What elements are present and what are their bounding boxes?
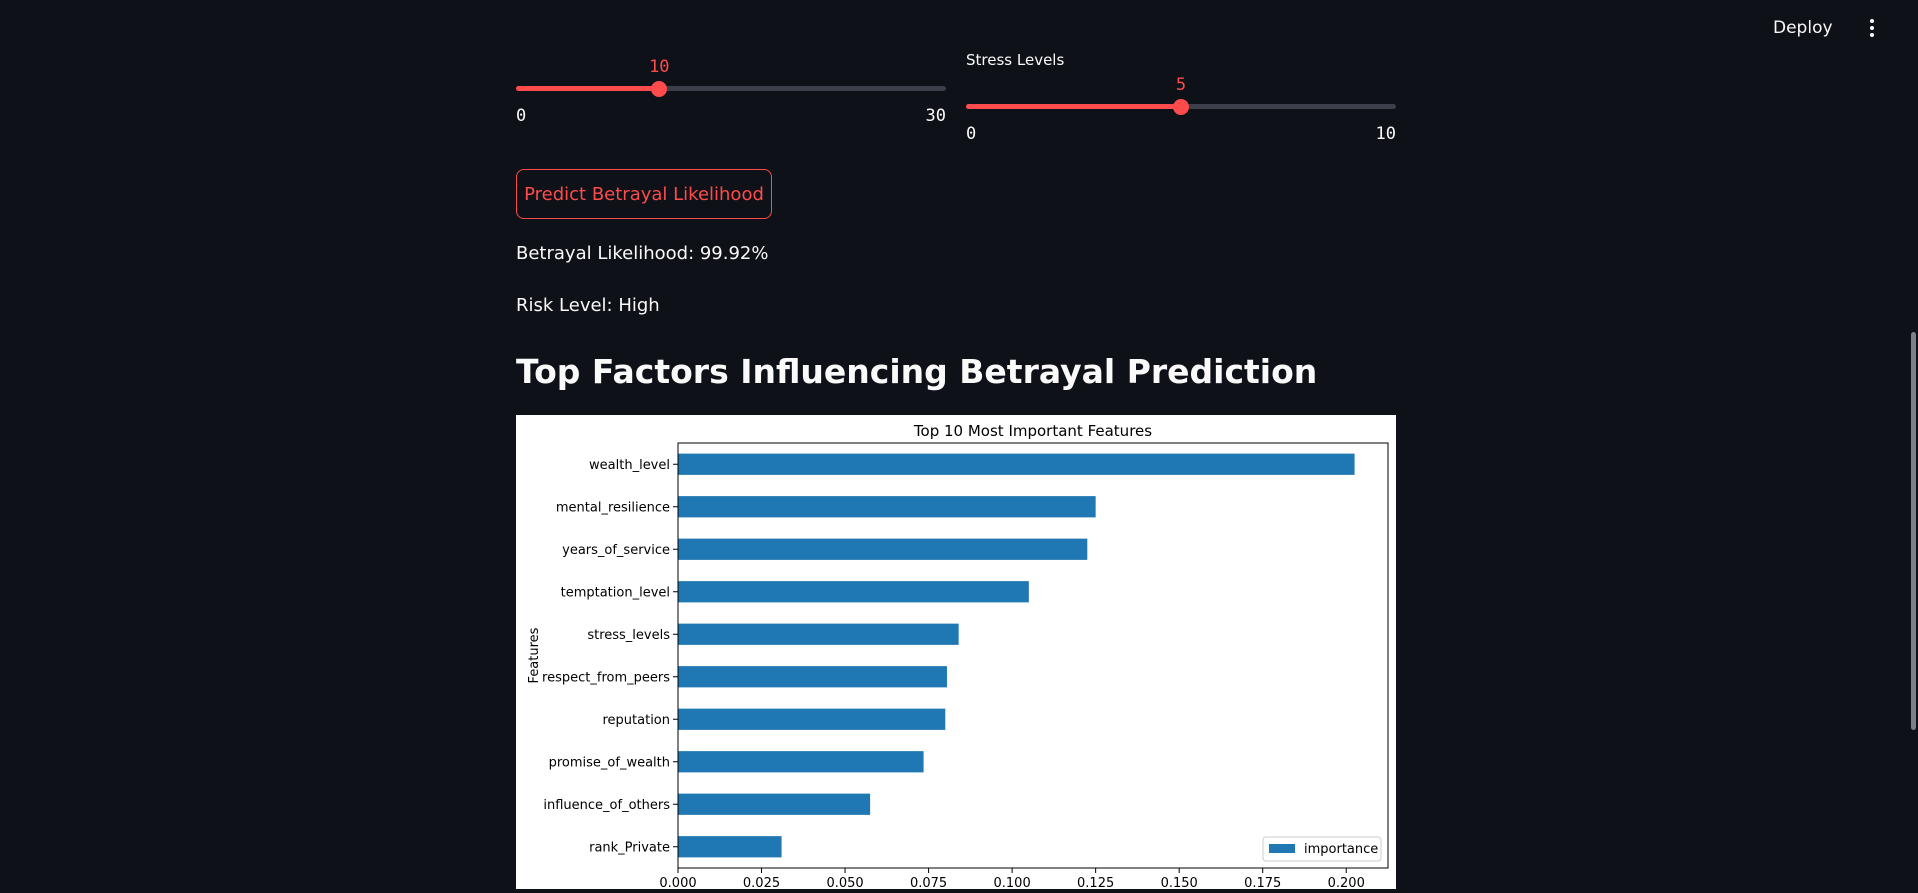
legend-label: importance: [1304, 842, 1378, 857]
slider-fill: [966, 104, 1181, 109]
slider-min: 0: [966, 124, 977, 144]
chart-bar: [678, 751, 924, 773]
x-tick-label: 0.175: [1244, 876, 1281, 889]
chart-bar: [678, 836, 782, 858]
chart-bar: [678, 666, 947, 688]
slider-value: 10: [649, 57, 670, 77]
chart-bar: [678, 581, 1029, 603]
section-heading: Top Factors Influencing Betrayal Predict…: [516, 352, 1318, 391]
risk-level-text: Risk Level: High: [516, 295, 660, 316]
chart-bar: [678, 453, 1355, 475]
y-tick-label: promise_of_wealth: [549, 755, 670, 770]
slider-fill: [516, 86, 660, 91]
slider-value: 5: [1175, 75, 1187, 95]
chart-bar: [678, 793, 871, 815]
x-tick-label: 0.100: [994, 876, 1031, 889]
slider-label: Stress Levels: [966, 51, 1065, 69]
slider-thumb[interactable]: [651, 81, 668, 97]
x-tick-label: 0.125: [1077, 876, 1114, 889]
slider-min: 0: [516, 106, 527, 126]
slider-track[interactable]: [516, 86, 946, 91]
x-tick-label: 0.050: [826, 876, 863, 889]
scrollbar-thumb[interactable]: [1911, 332, 1916, 730]
chart-bar: [678, 623, 959, 645]
page-scrollbar[interactable]: [1908, 0, 1918, 889]
y-tick-label: respect_from_peers: [542, 670, 670, 685]
x-tick-label: 0.000: [659, 876, 696, 889]
y-tick-label: reputation: [602, 713, 670, 728]
slider-max: 10: [1375, 124, 1396, 144]
feature-importance-chart-svg: Top 10 Most Important Features wealth_lev…: [527, 422, 1389, 891]
predict-betrayal-button[interactable]: Predict Betrayal Likelihood: [516, 169, 772, 219]
legend-box: [1262, 836, 1382, 862]
deploy-button[interactable]: Deploy: [1773, 18, 1833, 38]
slider-thumb[interactable]: [1173, 99, 1189, 115]
slider-max: 30: [925, 106, 946, 126]
feature-importance-chart: Top 10 Most Important Features wealth_lev…: [516, 415, 1396, 891]
chart-bar: [678, 538, 1088, 560]
more-vertical-icon[interactable]: [1862, 16, 1882, 40]
y-tick-label: mental_resilience: [556, 500, 670, 515]
x-tick-label: 0.025: [743, 876, 780, 889]
plot-frame: [677, 442, 1389, 869]
y-tick-label: years_of_service: [562, 543, 670, 558]
y-tick-label: influence_of_others: [543, 798, 670, 813]
x-tick-label: 0.150: [1161, 876, 1198, 889]
y-tick-label: stress_levels: [587, 628, 670, 643]
x-tick-label: 0.200: [1328, 876, 1365, 889]
betrayal-likelihood-text: Betrayal Likelihood: 99.92%: [516, 243, 769, 264]
y-tick-label: temptation_level: [561, 585, 670, 600]
y-tick-label: rank_Private: [589, 840, 670, 855]
chart-bar: [678, 496, 1096, 518]
chart-bar: [678, 708, 946, 730]
y-axis-label: Features: [527, 627, 542, 683]
slider-stress-levels: Stress Levels 5 0 10: [966, 51, 1396, 151]
x-tick-label: 0.075: [910, 876, 947, 889]
y-tick-label: wealth_level: [589, 458, 670, 473]
chart-title: Top 10 Most Important Features: [913, 422, 1152, 440]
legend-swatch: [1269, 844, 1295, 853]
app-header: Deploy: [0, 0, 1918, 56]
slider-first: 10 0 30: [516, 55, 946, 135]
